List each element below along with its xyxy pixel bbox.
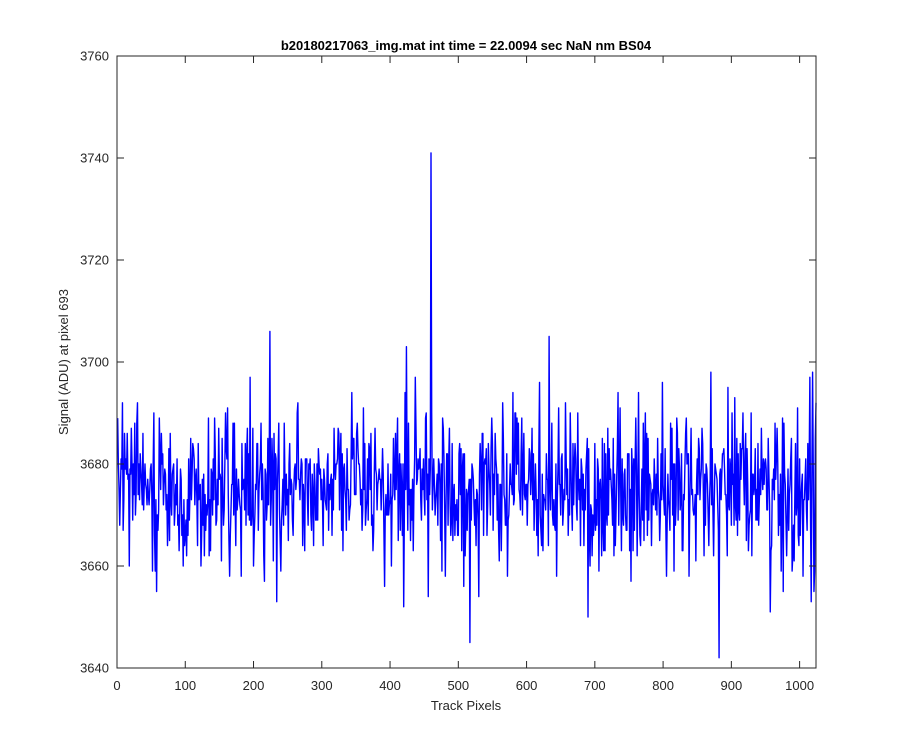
x-tick-label: 1000 [785, 678, 814, 693]
y-tick-label: 3700 [80, 355, 109, 370]
x-tick-label: 700 [584, 678, 606, 693]
x-tick-label: 600 [516, 678, 538, 693]
x-tick-label: 200 [243, 678, 265, 693]
x-tick-label: 400 [379, 678, 401, 693]
y-axis: 3640 3660 3680 3700 3720 3740 3760 [80, 49, 816, 676]
series-layer [116, 152, 817, 659]
x-axis: 0 100 200 300 400 500 600 700 800 900 1000 [113, 56, 814, 693]
chart-title: b20180217063_img.mat int time = 22.0094 … [281, 38, 652, 53]
x-tick-label: 900 [721, 678, 743, 693]
x-axis-label: Track Pixels [431, 698, 502, 713]
x-tick-label: 0 [113, 678, 120, 693]
x-tick-label: 800 [652, 678, 674, 693]
y-tick-label: 3720 [80, 253, 109, 268]
y-tick-label: 3660 [80, 559, 109, 574]
series-line [116, 152, 817, 659]
x-tick-label: 100 [174, 678, 196, 693]
y-axis-label: Signal (ADU) at pixel 693 [56, 289, 71, 435]
y-tick-label: 3740 [80, 151, 109, 166]
x-tick-label: 500 [447, 678, 469, 693]
x-tick-label: 300 [311, 678, 333, 693]
plot-area [117, 56, 816, 668]
y-tick-label: 3680 [80, 457, 109, 472]
y-tick-label: 3760 [80, 49, 109, 64]
y-tick-label: 3640 [80, 661, 109, 676]
